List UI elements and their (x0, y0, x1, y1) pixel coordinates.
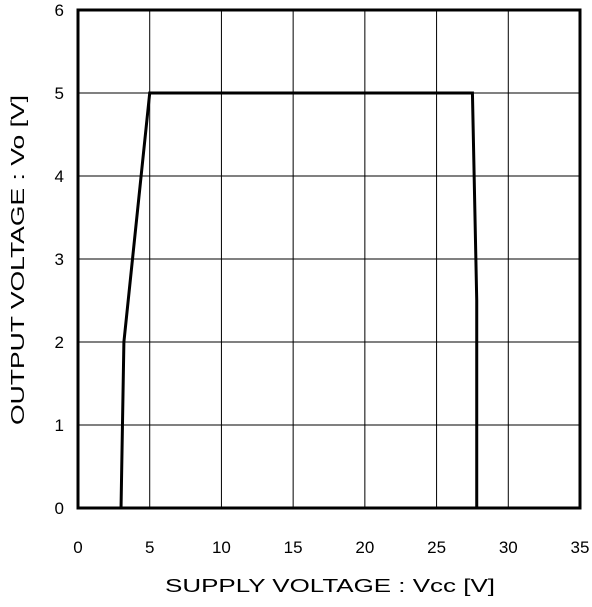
x-tick-label: 35 (571, 538, 590, 557)
x-tick-label: 5 (145, 538, 154, 557)
series-layer (119, 91, 479, 509)
y-tick-label: 1 (55, 416, 64, 435)
series-line (119, 91, 479, 509)
x-axis-label: SUPPLY VOLTAGE : Vcc [V] (165, 576, 495, 596)
x-tick-label: 20 (355, 538, 374, 557)
x-tick-label: 0 (73, 538, 82, 557)
y-tick-labels: 0 1 2 3 4 5 6 (55, 1, 64, 518)
y-tick-label: 2 (55, 333, 64, 352)
y-axis-label: OUTPUT VOLTAGE : Vo [V] (8, 95, 28, 425)
x-tick-label: 30 (499, 538, 518, 557)
y-tick-label: 3 (55, 250, 64, 269)
y-tick-label: 0 (55, 499, 64, 518)
y-tick-label: 4 (55, 167, 64, 186)
y-tick-label: 6 (55, 1, 64, 20)
plot-frame (76, 8, 582, 510)
grid-lines (78, 10, 580, 508)
x-tick-label: 10 (212, 538, 231, 557)
x-tick-label: 15 (284, 538, 303, 557)
x-tick-labels: 0 5 10 15 20 25 30 35 (73, 538, 589, 557)
y-tick-label: 5 (55, 84, 64, 103)
x-tick-label: 25 (427, 538, 446, 557)
